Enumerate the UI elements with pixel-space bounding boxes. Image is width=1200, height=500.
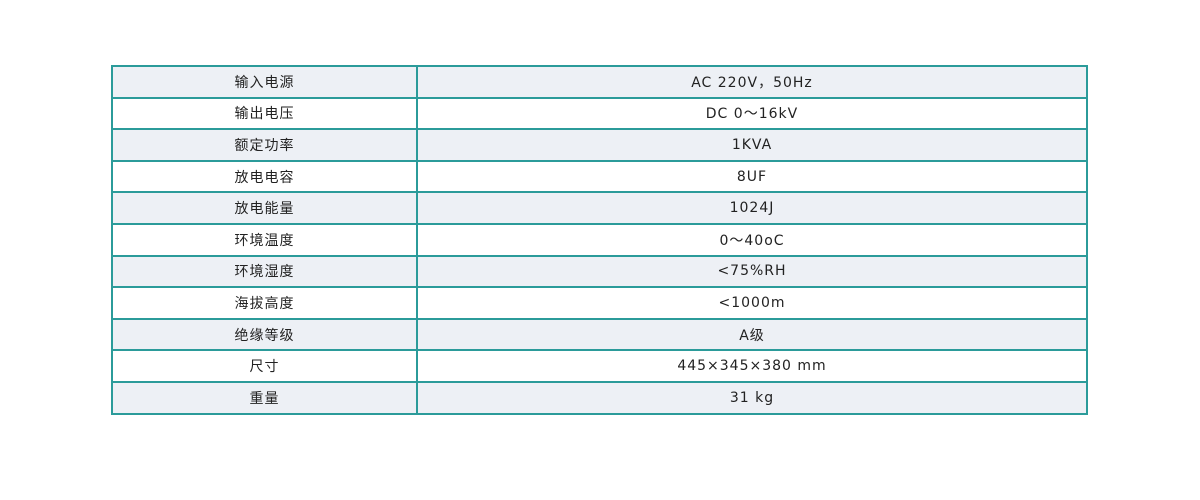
spec-row: 输出电压 DC 0～16kV xyxy=(111,96,1088,131)
spec-label: 尺寸 xyxy=(111,349,418,383)
spec-label: 放电能量 xyxy=(111,191,418,225)
spec-row: 放电电容 8UF xyxy=(111,159,1088,194)
spec-row: 海拔高度 <1000m xyxy=(111,286,1088,320)
spec-value: A级 xyxy=(416,317,1088,352)
spec-label: 重量 xyxy=(111,380,418,415)
spec-value: 1KVA xyxy=(416,128,1088,162)
spec-row: 重量 31 kg xyxy=(111,380,1088,415)
spec-label: 输入电源 xyxy=(111,65,418,99)
spec-label: 环境湿度 xyxy=(111,254,418,289)
spec-label: 额定功率 xyxy=(111,128,418,162)
spec-row: 额定功率 1KVA xyxy=(111,128,1088,162)
spec-label: 输出电压 xyxy=(111,96,418,131)
spec-value: 0～40oC xyxy=(416,222,1088,257)
spec-label: 环境温度 xyxy=(111,222,418,257)
spec-label: 绝缘等级 xyxy=(111,317,418,352)
spec-value: 31 kg xyxy=(416,380,1088,415)
spec-value: 445×345×380 mm xyxy=(416,349,1088,383)
spec-value: 8UF xyxy=(416,159,1088,194)
spec-row: 输入电源 AC 220V，50Hz xyxy=(111,65,1088,99)
spec-table: 输入电源 AC 220V，50Hz 输出电压 DC 0～16kV 额定功率 1KVA 放电电… xyxy=(111,65,1088,415)
spec-value: 1024J xyxy=(416,191,1088,225)
spec-value: <75%RH xyxy=(416,254,1088,289)
spec-row: 环境温度 0～40oC xyxy=(111,222,1088,257)
spec-value: AC 220V，50Hz xyxy=(416,65,1088,99)
spec-row: 绝缘等级 A级 xyxy=(111,317,1088,352)
spec-value: <1000m xyxy=(416,286,1088,320)
spec-value: DC 0～16kV xyxy=(416,96,1088,131)
spec-row: 环境湿度 <75%RH xyxy=(111,254,1088,289)
spec-row: 放电能量 1024J xyxy=(111,191,1088,225)
spec-label: 海拔高度 xyxy=(111,286,418,320)
spec-row: 尺寸 445×345×380 mm xyxy=(111,349,1088,383)
spec-label: 放电电容 xyxy=(111,159,418,194)
